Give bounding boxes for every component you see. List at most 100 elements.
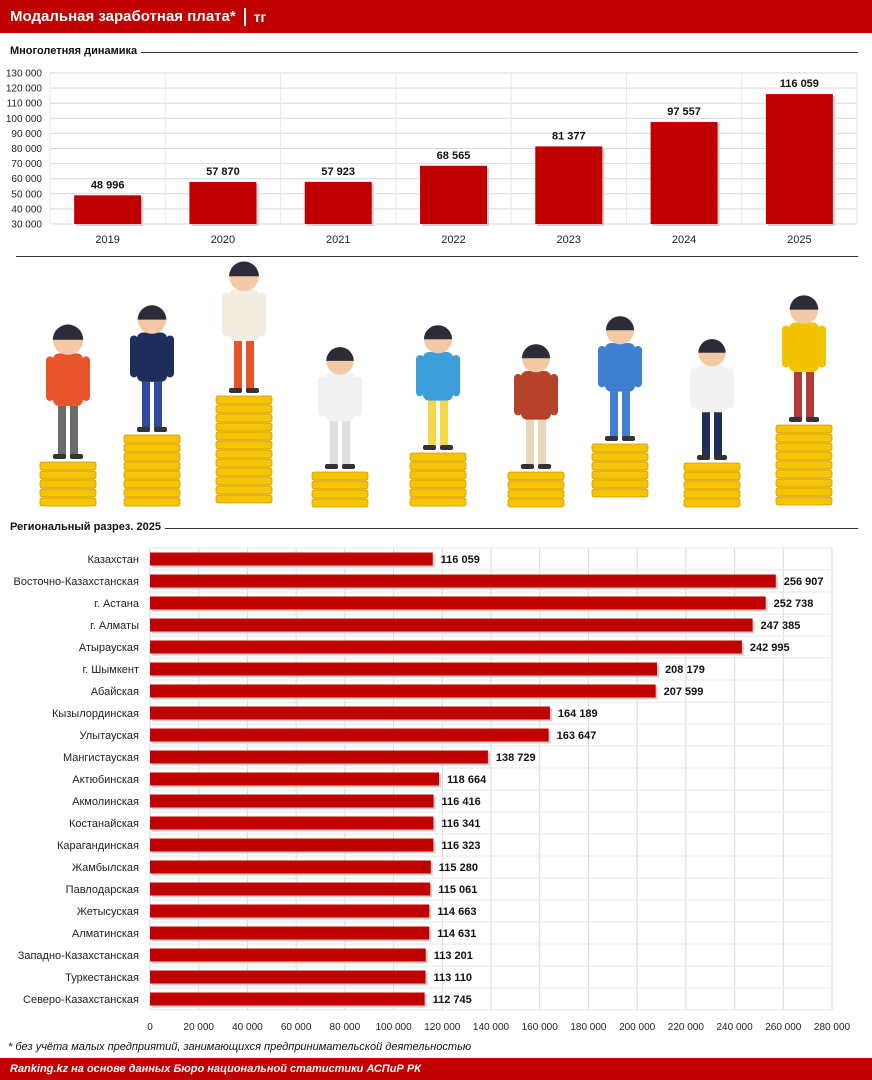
x-tick-label: 80 000 — [330, 1022, 361, 1033]
coin — [409, 470, 467, 480]
data-label: 118 664 — [447, 774, 487, 786]
hair — [229, 261, 259, 277]
bar — [150, 838, 434, 852]
workers-illustration — [39, 261, 833, 508]
coin — [39, 461, 97, 471]
coin-stack — [683, 462, 741, 508]
x-tick-label: 140 000 — [473, 1022, 510, 1033]
leg — [622, 391, 630, 440]
coin-stack — [123, 434, 181, 507]
data-label: 81 377 — [552, 130, 586, 142]
x-tick-label: 0 — [147, 1022, 153, 1033]
section-rule-regions — [10, 528, 858, 529]
shoe — [246, 388, 259, 393]
bar — [304, 181, 372, 224]
shoe — [137, 427, 150, 432]
arm — [598, 345, 606, 388]
y-tick-label: 80 000 — [11, 144, 42, 155]
hair — [423, 325, 453, 340]
bar — [150, 684, 656, 698]
coin — [775, 496, 833, 506]
shoe — [622, 436, 635, 441]
coin — [591, 443, 649, 453]
coin-stack — [311, 471, 369, 508]
coin — [39, 488, 97, 498]
coin-stack — [215, 395, 273, 504]
arm — [222, 292, 230, 337]
shoe — [423, 445, 436, 450]
footnote: * без учёта малых предприятий, занимающи… — [8, 1041, 472, 1053]
leg — [610, 391, 618, 440]
coin — [591, 461, 649, 471]
coin — [215, 431, 273, 441]
x-tick-label: 260 000 — [765, 1022, 802, 1033]
shoe — [538, 464, 551, 469]
coin — [215, 467, 273, 477]
coin — [775, 469, 833, 479]
bar — [420, 165, 487, 224]
torso — [53, 353, 83, 406]
y-tick-label: 100 000 — [6, 114, 43, 125]
coin — [39, 497, 97, 507]
y-tick-label: 130 000 — [6, 69, 43, 80]
coin — [215, 413, 273, 423]
data-label: 116 323 — [441, 840, 480, 852]
bar — [150, 574, 776, 588]
category-label: Карагандинская — [57, 840, 139, 852]
bar — [150, 948, 426, 962]
coin — [215, 395, 273, 405]
y-tick-label: 120 000 — [6, 84, 43, 95]
coin — [39, 479, 97, 489]
title-divider — [243, 7, 246, 26]
data-label: 115 280 — [439, 862, 478, 874]
person-gardener — [514, 344, 558, 469]
page-title: Модальная заработная плата* — [10, 8, 236, 25]
coin — [123, 470, 181, 480]
coin — [409, 479, 467, 489]
coin — [39, 470, 97, 480]
data-label: 113 201 — [434, 950, 473, 962]
coin — [683, 498, 741, 508]
category-label: Жамбылская — [72, 862, 139, 874]
bar — [150, 750, 488, 764]
bar — [150, 662, 658, 676]
person-courier — [46, 324, 90, 459]
data-label: 164 189 — [558, 708, 598, 720]
bar — [150, 970, 426, 984]
coin — [507, 471, 565, 481]
category-label: Северо-Казахстанская — [23, 994, 139, 1006]
chart-dynamics: 30 000 40 000 50 000 60 000 70 000 80 000 90 0… — [6, 69, 858, 246]
person-mechanic — [598, 316, 642, 441]
category-label: Атырауская — [79, 642, 139, 654]
x-tick-label: 240 000 — [716, 1022, 753, 1033]
data-label: 116 059 — [441, 554, 480, 566]
bar — [189, 181, 257, 224]
shoe — [521, 464, 534, 469]
arm — [726, 368, 734, 409]
category-label: г. Шымкент — [83, 664, 140, 676]
data-label: 207 599 — [664, 686, 704, 698]
coin — [311, 498, 369, 508]
shoe — [697, 455, 710, 460]
bar — [74, 195, 142, 224]
section-title-dynamics: Многолетняя динамика — [10, 45, 142, 57]
coin — [775, 433, 833, 443]
category-label: Улытауская — [80, 730, 140, 742]
bar — [150, 552, 433, 566]
coin — [591, 479, 649, 489]
arm — [258, 292, 266, 337]
y-tick-label: 30 000 — [11, 220, 42, 231]
x-tick-label: 2019 — [95, 234, 119, 246]
category-label: Актюбинская — [72, 774, 139, 786]
bar — [150, 772, 440, 786]
coin — [507, 498, 565, 508]
coin-stack — [409, 452, 467, 507]
category-label: Павлодарская — [66, 884, 139, 896]
coin — [123, 434, 181, 444]
data-label: 247 385 — [761, 620, 801, 632]
shoe — [714, 455, 727, 460]
section-title-regions: Региональный разрез. 2025 — [10, 521, 165, 533]
category-label: Кызылординская — [52, 708, 139, 720]
data-label: 57 923 — [321, 166, 355, 178]
person-manager — [130, 305, 174, 432]
